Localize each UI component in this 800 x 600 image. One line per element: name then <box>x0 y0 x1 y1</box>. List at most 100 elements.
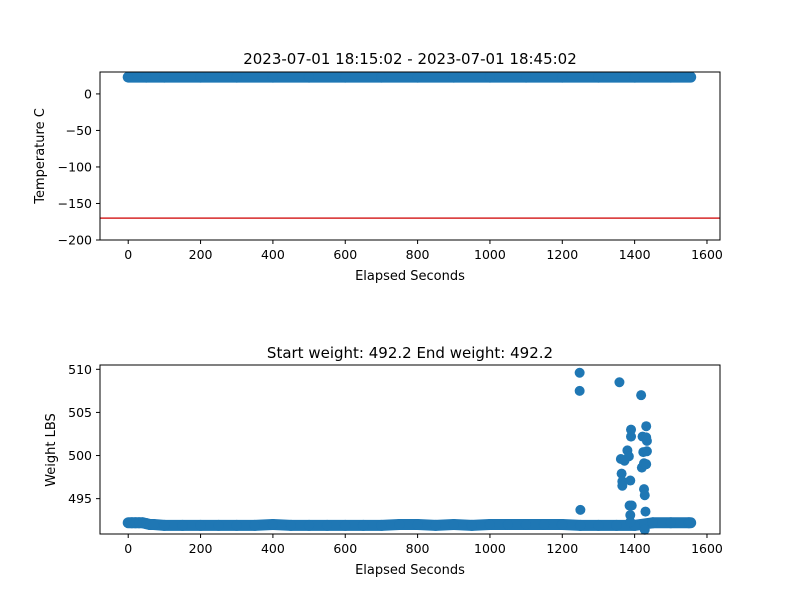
temperature-data-point <box>231 72 242 83</box>
temperature-x-tick-label: 200 <box>189 247 213 262</box>
temperature-y-tick-label: −50 <box>66 123 92 138</box>
temperature-data-point <box>267 72 278 83</box>
weight-plot-frame <box>99 364 721 535</box>
temperature-y-ticks: 0 −50 −100 −150 −200 <box>58 86 100 248</box>
weight-x-tick-label: 1600 <box>691 541 723 556</box>
weight-data-point <box>625 475 636 486</box>
temperature-data-point <box>340 72 351 83</box>
weight-data-point <box>639 490 650 501</box>
weight-data-point <box>636 390 647 401</box>
weight-y-axis-label: Weight LBS <box>44 413 59 487</box>
temperature-marks <box>100 71 720 219</box>
weight-data-point <box>639 524 650 535</box>
temperature-plot-frame <box>99 71 721 241</box>
weight-x-tick-label: 800 <box>406 541 430 556</box>
weight-data-point <box>267 519 278 530</box>
weight-data-point <box>195 520 206 531</box>
weight-data-point <box>148 519 159 530</box>
weight-data-point <box>614 377 625 388</box>
weight-data-point <box>640 506 651 517</box>
weight-data-point <box>322 520 333 531</box>
weight-y-tick-label: 510 <box>68 362 92 377</box>
temperature-y-tick-label: −200 <box>58 233 92 248</box>
weight-x-tick-label: 1200 <box>546 541 578 556</box>
temperature-x-tick-label: 800 <box>406 247 430 262</box>
weight-x-tick-label: 400 <box>261 541 285 556</box>
temperature-y-tick-label: 0 <box>84 86 92 101</box>
weight-chart-title: Start weight: 492.2 End weight: 492.2 <box>267 344 553 362</box>
weight-data-point <box>557 519 568 530</box>
temperature-data-point <box>304 72 315 83</box>
weight-data-point <box>503 519 514 530</box>
weight-data-point <box>340 520 351 531</box>
weight-data-point <box>574 385 585 396</box>
weight-data-point <box>625 510 636 521</box>
weight-y-tick-label: 500 <box>68 448 92 463</box>
weight-data-point <box>641 446 652 457</box>
weight-data-point <box>394 519 405 530</box>
temperature-x-tick-label: 0 <box>124 247 132 262</box>
weight-data-point <box>626 424 637 435</box>
weight-data-point <box>231 520 242 531</box>
temperature-x-tick-label: 1200 <box>546 247 578 262</box>
temperature-data-point <box>412 72 423 83</box>
weight-data-point <box>177 520 188 531</box>
weight-data-point <box>521 519 532 530</box>
weight-data-point <box>626 431 637 442</box>
temperature-x-tick-label: 400 <box>261 247 285 262</box>
weight-data-point <box>430 520 441 531</box>
weight-data-point <box>616 468 627 479</box>
weight-x-tick-label: 200 <box>189 541 213 556</box>
weight-y-tick-label: 495 <box>68 491 92 506</box>
weight-data-point <box>466 520 477 531</box>
temperature-data-point <box>448 72 459 83</box>
weight-marks <box>122 367 697 535</box>
temperature-x-tick-label: 1000 <box>474 247 506 262</box>
weight-x-axis-label: Elapsed Seconds <box>355 563 465 578</box>
weight-data-point <box>484 519 495 530</box>
weight-data-point <box>665 517 676 528</box>
weight-data-point <box>626 500 637 511</box>
weight-x-tick-label: 600 <box>333 541 357 556</box>
weight-data-point <box>625 516 636 527</box>
temperature-chart: 0 200 400 600 800 1000 1200 1400 1600 0 −50 −100 −1… <box>33 50 723 284</box>
weight-data-point <box>623 451 634 462</box>
temperature-x-tick-label: 600 <box>333 247 357 262</box>
weight-x-tick-label: 1000 <box>474 541 506 556</box>
temperature-data-point <box>484 72 495 83</box>
weight-data-point <box>641 435 652 446</box>
temperature-data-point <box>593 72 604 83</box>
weight-data-point <box>575 504 586 515</box>
weight-data-point <box>575 520 586 531</box>
temperature-x-axis-label: Elapsed Seconds <box>355 269 465 284</box>
temperature-x-tick-label: 1600 <box>691 247 723 262</box>
weight-data-point <box>412 519 423 530</box>
temperature-y-tick-label: −150 <box>58 196 92 211</box>
temperature-data-point <box>123 72 134 83</box>
temperature-y-tick-label: −100 <box>58 159 92 174</box>
weight-data-point <box>249 520 260 531</box>
weight-data-point <box>685 517 696 528</box>
weight-data-point <box>358 520 369 531</box>
weight-data-point <box>611 520 622 531</box>
weight-data-point <box>285 520 296 531</box>
weight-y-tick-label: 505 <box>68 405 92 420</box>
weight-data-point <box>593 520 604 531</box>
temperature-data-point <box>376 72 387 83</box>
weight-data-point <box>647 517 658 528</box>
weight-data-point <box>448 519 459 530</box>
weight-data-point <box>641 459 652 470</box>
temperature-data-point <box>629 72 640 83</box>
temperature-data-point <box>557 72 568 83</box>
weight-data-point <box>159 520 170 531</box>
temperature-data-point <box>141 72 152 83</box>
temperature-data-point <box>665 72 676 83</box>
temperature-data-point <box>159 72 170 83</box>
weight-chart: 0 200 400 600 800 1000 1200 1400 1600 510 505 500 4… <box>44 344 723 578</box>
temperature-x-ticks: 0 200 400 600 800 1000 1200 1400 1600 <box>124 240 723 262</box>
temperature-data-point <box>685 72 696 83</box>
temperature-y-axis-label: Temperature C <box>33 108 48 205</box>
weight-data-point <box>574 367 585 378</box>
